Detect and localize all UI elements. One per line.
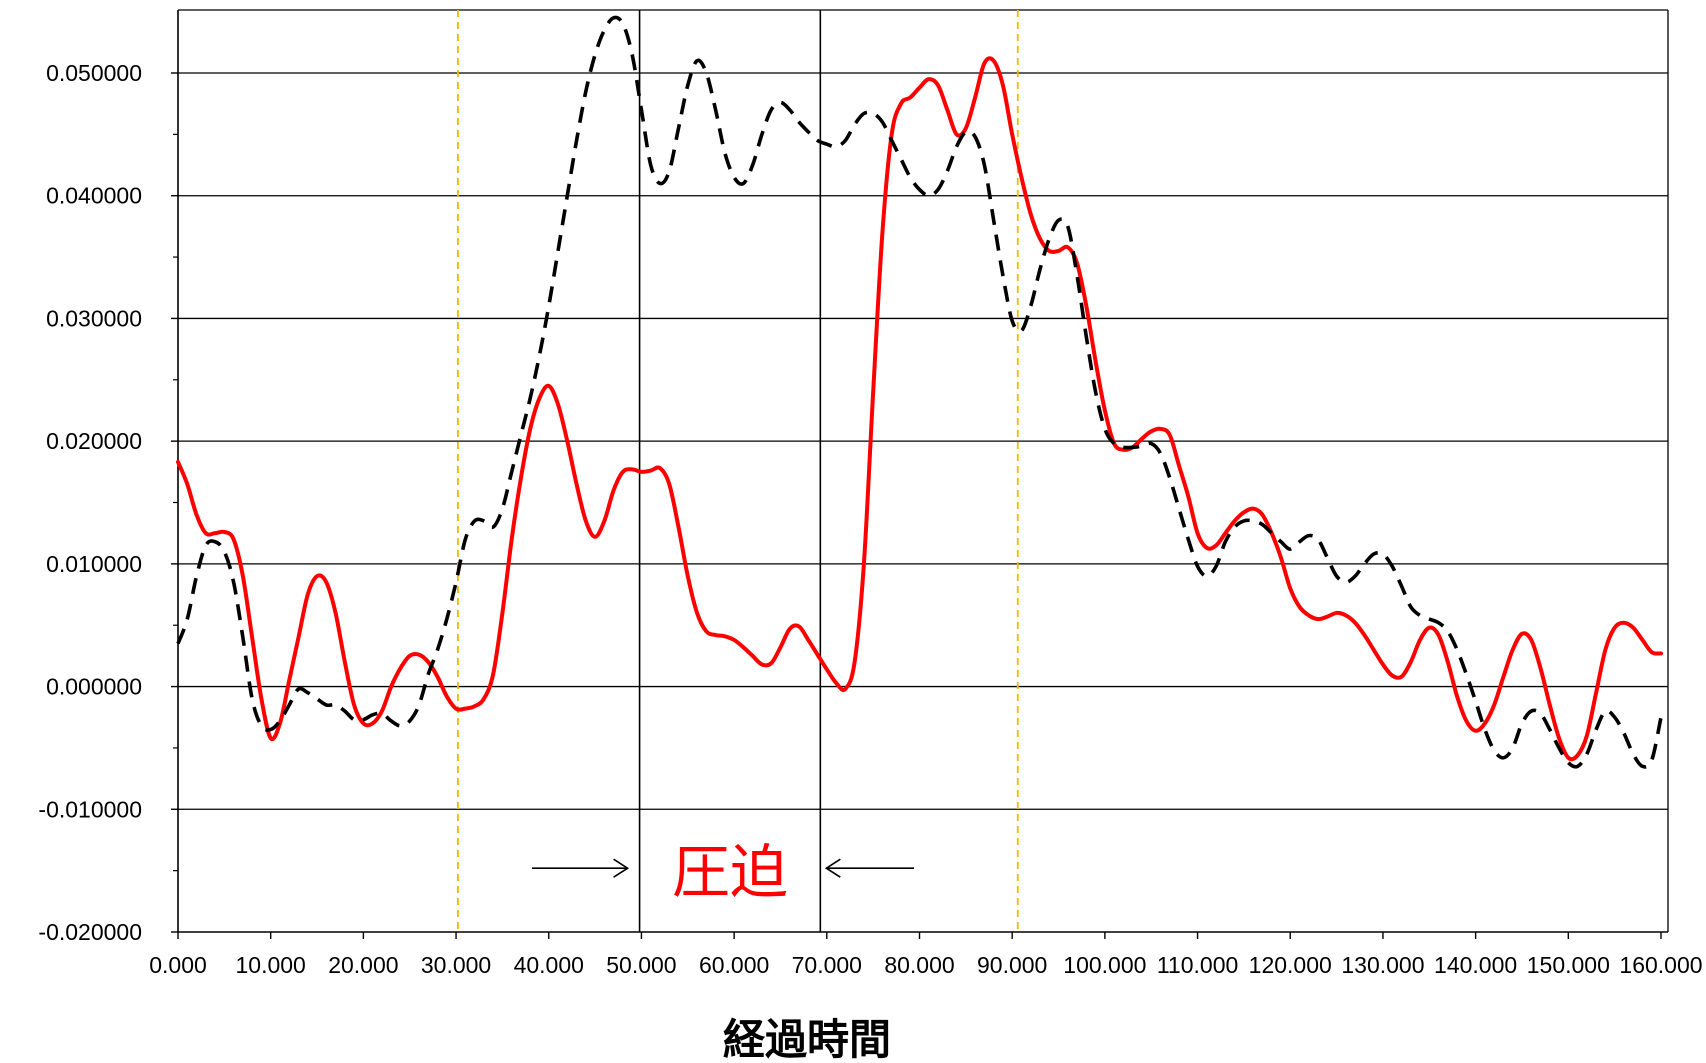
y-tick-label-4: 0.020000 (46, 428, 142, 454)
annotation-label: 圧迫 (672, 838, 788, 906)
y-tick-label-3: 0.010000 (46, 551, 142, 577)
axes (171, 10, 1668, 939)
series-line-dashed-black (176, 15, 1663, 769)
x-tick-label-7: 70.000 (792, 952, 862, 978)
x-tick-labels: 0.000 10.000 20.000 30.000 40.000 50.000 60.00… (149, 952, 1702, 978)
series-lines (176, 15, 1663, 769)
x-tick-label-0: 0.000 (149, 952, 207, 978)
y-tick-label-7: 0.050000 (46, 60, 142, 86)
x-tick-label-2: 20.000 (328, 952, 398, 978)
annotation-left-arrowhead (613, 858, 630, 878)
x-tick-label-15: 150.000 (1527, 952, 1610, 978)
x-tick-label-13: 130.000 (1341, 952, 1424, 978)
x-axis-label: 経過時間 (723, 1015, 891, 1063)
x-tick-label-16: 160.000 (1619, 952, 1702, 978)
series-line-solid-red (176, 56, 1663, 762)
y-tick-labels: -0.020000 -0.010000 0.000000 0.010000 0.0200… (38, 60, 142, 945)
y-tick-label-6: 0.040000 (46, 183, 142, 209)
x-tick-label-3: 30.000 (421, 952, 491, 978)
annotation-right-arrowhead (824, 858, 841, 878)
x-tick-label-14: 140.000 (1434, 952, 1517, 978)
y-tick-label-2: 0.000000 (46, 674, 142, 700)
x-tick-label-6: 60.000 (699, 952, 769, 978)
x-tick-label-4: 40.000 (514, 952, 584, 978)
y-tick-label-5: 0.030000 (46, 305, 142, 331)
y-tick-label-0: -0.020000 (38, 919, 142, 945)
x-tick-label-12: 120.000 (1249, 952, 1332, 978)
x-tick-label-9: 90.000 (977, 952, 1047, 978)
y-tick-label-1: -0.010000 (38, 796, 142, 822)
x-tick-label-10: 100.000 (1063, 952, 1146, 978)
x-tick-label-8: 80.000 (884, 952, 954, 978)
x-tick-label-11: 110.000 (1157, 952, 1238, 978)
compression-annotation: 圧迫 (532, 838, 914, 906)
x-tick-label-5: 50.000 (606, 952, 676, 978)
x-tick-label-1: 10.000 (236, 952, 306, 978)
